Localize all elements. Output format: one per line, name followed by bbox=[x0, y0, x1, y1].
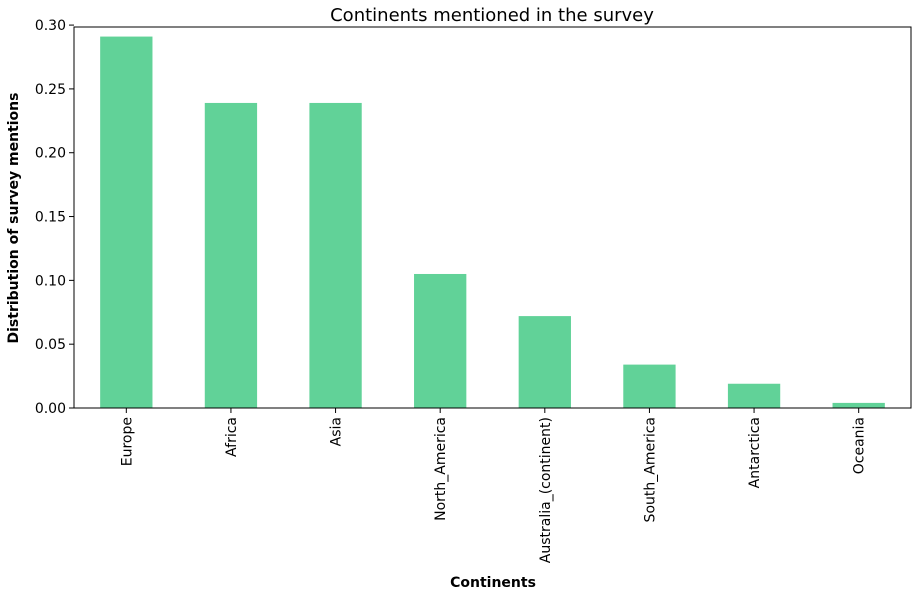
x-axis-ticks: Europe Africa Asia North_America Australia_(… bbox=[119, 408, 868, 563]
chart-title: Continents mentioned in the survey bbox=[330, 5, 654, 26]
bar-antarctica bbox=[727, 383, 781, 408]
y-tick-label: 0.15 bbox=[35, 210, 66, 226]
y-tick-label: 0.00 bbox=[35, 401, 66, 417]
y-axis-label: Distribution of survey mentions bbox=[6, 93, 22, 344]
bar-north-america bbox=[414, 273, 467, 408]
x-tick-label: Europe bbox=[119, 417, 135, 466]
y-tick-label: 0.30 bbox=[35, 18, 66, 34]
y-tick-label: 0.25 bbox=[35, 82, 66, 98]
bar-australia-continent bbox=[518, 316, 571, 408]
x-tick-label: Asia bbox=[329, 417, 345, 446]
x-tick-label: South_America bbox=[642, 417, 658, 522]
bars-group bbox=[100, 36, 885, 408]
x-tick-label: Australia_(continent) bbox=[538, 417, 554, 563]
y-tick-label: 0.05 bbox=[35, 337, 66, 353]
x-axis-label: Continents bbox=[450, 575, 536, 591]
x-tick-label: Africa bbox=[224, 417, 240, 457]
bar-south-america bbox=[623, 364, 676, 408]
bar-africa bbox=[204, 102, 258, 408]
plot-frame bbox=[73, 26, 912, 409]
x-tick-label: Antarctica bbox=[747, 417, 763, 488]
bar-europe bbox=[100, 36, 153, 408]
x-tick-label: Oceania bbox=[852, 417, 868, 474]
bar-oceania bbox=[832, 402, 885, 408]
y-tick-label: 0.20 bbox=[35, 146, 66, 162]
x-tick-label: North_America bbox=[433, 417, 449, 521]
bar-asia bbox=[309, 102, 362, 408]
y-tick-label: 0.10 bbox=[35, 273, 66, 289]
y-axis-ticks: 0.00 0.05 0.10 0.15 0.20 0.25 0.30 bbox=[35, 18, 74, 417]
